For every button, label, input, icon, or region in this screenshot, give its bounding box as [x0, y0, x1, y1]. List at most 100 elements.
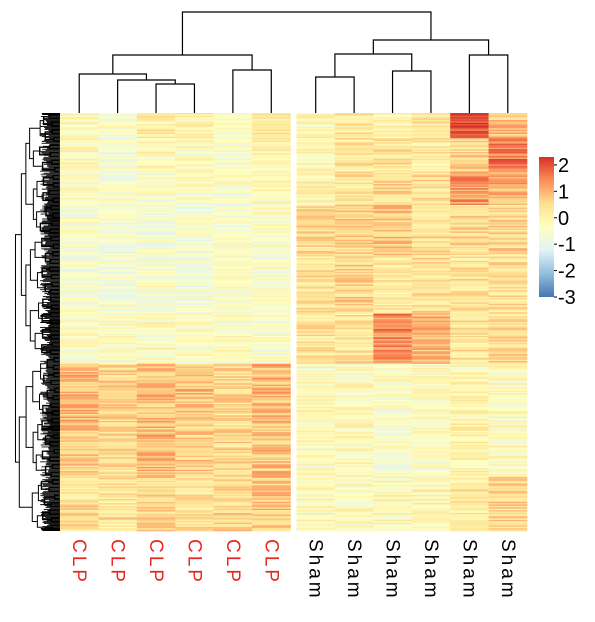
heatmap-cell — [411, 237, 451, 239]
heatmap-cell — [60, 496, 99, 498]
heatmap-cell — [136, 285, 176, 288]
heatmap-cell — [450, 354, 489, 356]
heatmap-cell — [488, 220, 528, 222]
heatmap-cell — [488, 267, 528, 270]
heatmap-cell — [411, 528, 451, 530]
heatmap-cell — [296, 230, 336, 232]
heatmap-cell — [450, 521, 489, 523]
heatmap-cell — [450, 241, 489, 243]
heatmap-cell — [175, 255, 214, 257]
heatmap-cell — [411, 355, 451, 358]
heatmap-cell — [136, 504, 176, 507]
heatmap-cell — [450, 473, 489, 476]
heatmap-cell — [60, 295, 99, 298]
heatmap-cell — [213, 211, 253, 214]
heatmap-cell — [488, 393, 528, 395]
heatmap-cell — [450, 386, 489, 388]
heatmap-cell — [334, 327, 374, 330]
heatmap-cell — [450, 211, 489, 214]
heatmap-cell — [296, 211, 336, 214]
heatmap-cell — [175, 150, 214, 153]
heatmap-cell — [334, 366, 374, 369]
heatmap-cell — [252, 526, 291, 529]
heatmap-cell — [488, 500, 528, 503]
column-label: CLP — [260, 539, 281, 585]
heatmap-cell — [136, 446, 176, 448]
heatmap-cell — [450, 170, 489, 172]
heatmap-cell — [296, 508, 336, 511]
heatmap-cell — [334, 439, 374, 441]
heatmap-cell — [488, 361, 528, 363]
heatmap-cell — [98, 485, 138, 487]
heatmap-cell — [373, 322, 413, 324]
heatmap-cell — [334, 312, 374, 314]
heatmap-cell — [98, 242, 138, 245]
heatmap-cell — [296, 476, 336, 479]
heatmap-cell — [136, 498, 176, 501]
heatmap-cell — [334, 432, 374, 434]
heatmap-cell — [450, 125, 489, 128]
heatmap-cell — [252, 468, 291, 470]
heatmap-cell — [296, 333, 336, 335]
heatmap-cell — [296, 397, 336, 399]
heatmap-cell — [411, 479, 451, 482]
heatmap-cell — [296, 124, 336, 126]
dendrogram-link — [334, 53, 413, 77]
heatmap-cell — [488, 177, 528, 179]
heatmap-cell — [450, 126, 489, 129]
heatmap-cell — [98, 494, 138, 497]
heatmap-cell — [175, 372, 214, 374]
heatmap-cell — [411, 454, 451, 457]
heatmap-cell — [98, 156, 138, 158]
heatmap-cell — [175, 363, 214, 366]
heatmap-cell — [213, 426, 253, 429]
heatmap-cell — [252, 512, 291, 515]
heatmap-cell — [252, 278, 291, 281]
heatmap-cell — [296, 160, 336, 163]
heatmap-cell — [411, 117, 451, 119]
heatmap-cell — [488, 152, 528, 154]
heatmap-cell — [296, 515, 336, 518]
heatmap-cell — [450, 483, 489, 486]
heatmap-cell — [373, 489, 413, 491]
heatmap-cell — [60, 221, 99, 224]
heatmap-cell — [488, 423, 528, 426]
heatmap-cell — [411, 189, 451, 192]
heatmap-cell — [252, 185, 291, 188]
heatmap-cell — [334, 386, 374, 388]
heatmap-cell — [411, 322, 451, 324]
heatmap-cell — [450, 447, 489, 450]
heatmap-cell — [136, 461, 176, 464]
heatmap-cell — [213, 331, 253, 334]
heatmap-cell — [60, 142, 99, 144]
heatmap-cell — [213, 177, 253, 179]
heatmap-cell — [98, 489, 138, 491]
heatmap-cell — [175, 266, 214, 268]
heatmap-cell — [175, 319, 214, 321]
heatmap-cell — [334, 231, 374, 234]
heatmap-cell — [373, 241, 413, 243]
heatmap-cell — [450, 316, 489, 319]
heatmap-cell — [334, 188, 374, 190]
heatmap-cell — [213, 347, 253, 349]
heatmap-cell — [175, 476, 214, 479]
heatmap-cell — [334, 145, 374, 147]
heatmap-cell — [488, 485, 528, 487]
heatmap-cell — [60, 383, 99, 385]
heatmap-cell — [373, 406, 413, 409]
heatmap-cell — [450, 434, 489, 437]
heatmap-cell — [98, 140, 138, 143]
heatmap-cell — [213, 394, 253, 397]
heatmap-cell — [60, 349, 99, 352]
heatmap-cell — [296, 436, 336, 438]
heatmap-cell — [411, 129, 451, 132]
heatmap-cell — [252, 209, 291, 211]
heatmap-cell — [213, 377, 253, 380]
heatmap-cell — [136, 494, 176, 497]
heatmap-cell — [373, 529, 413, 532]
heatmap-cell — [373, 450, 413, 452]
heatmap-cell — [411, 457, 451, 459]
heatmap-cell — [213, 131, 253, 133]
heatmap-cell — [373, 515, 413, 518]
heatmap-cell — [252, 135, 291, 137]
